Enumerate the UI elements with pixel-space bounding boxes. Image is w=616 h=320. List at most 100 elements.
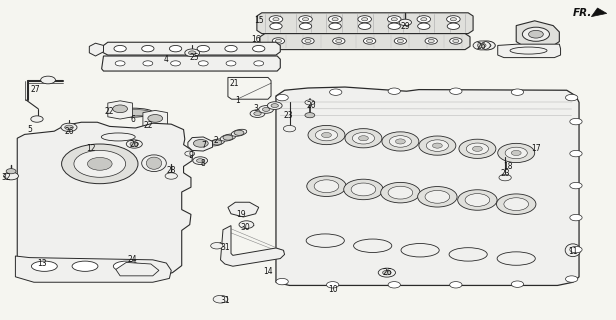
Circle shape: [328, 16, 342, 23]
Text: 18: 18: [503, 162, 513, 171]
Circle shape: [314, 180, 339, 193]
Circle shape: [272, 38, 285, 44]
Circle shape: [234, 130, 244, 135]
Circle shape: [362, 18, 368, 21]
Text: 5: 5: [27, 125, 32, 134]
Text: 26: 26: [382, 268, 392, 277]
Circle shape: [115, 61, 125, 66]
Ellipse shape: [401, 244, 439, 257]
Circle shape: [4, 172, 18, 180]
Ellipse shape: [114, 109, 151, 116]
Text: 22: 22: [105, 108, 115, 116]
Circle shape: [165, 173, 177, 179]
Ellipse shape: [449, 248, 487, 261]
Circle shape: [329, 23, 341, 29]
Ellipse shape: [142, 155, 166, 172]
Circle shape: [418, 187, 457, 207]
Circle shape: [254, 112, 261, 116]
Circle shape: [473, 41, 490, 50]
Text: 21: 21: [229, 79, 239, 88]
Circle shape: [565, 94, 578, 101]
Text: 23: 23: [283, 111, 293, 120]
Circle shape: [212, 140, 222, 145]
Polygon shape: [102, 56, 280, 71]
Polygon shape: [188, 137, 213, 151]
Polygon shape: [15, 256, 171, 282]
Circle shape: [114, 45, 126, 52]
Text: 6: 6: [130, 116, 135, 124]
Circle shape: [193, 140, 208, 147]
Circle shape: [522, 27, 549, 41]
Text: 20: 20: [306, 101, 316, 110]
Polygon shape: [516, 21, 559, 45]
Circle shape: [225, 45, 237, 52]
Circle shape: [419, 136, 456, 155]
Text: 30: 30: [240, 223, 250, 232]
Polygon shape: [221, 226, 285, 266]
Circle shape: [388, 282, 400, 288]
Circle shape: [388, 23, 400, 29]
Circle shape: [65, 125, 73, 130]
Text: 9: 9: [188, 151, 193, 160]
Circle shape: [126, 140, 142, 148]
Circle shape: [254, 61, 264, 66]
Circle shape: [283, 125, 296, 132]
Text: 27: 27: [31, 85, 41, 94]
Circle shape: [570, 118, 582, 125]
Circle shape: [477, 43, 486, 48]
Circle shape: [382, 132, 419, 151]
Circle shape: [226, 61, 236, 66]
Circle shape: [307, 176, 346, 196]
Text: FR.: FR.: [572, 8, 592, 18]
Ellipse shape: [111, 108, 153, 117]
Circle shape: [143, 61, 153, 66]
Circle shape: [41, 76, 55, 84]
Circle shape: [271, 104, 278, 108]
Polygon shape: [17, 122, 192, 278]
Circle shape: [130, 142, 139, 146]
Circle shape: [450, 38, 462, 44]
Circle shape: [466, 143, 488, 155]
Circle shape: [198, 61, 208, 66]
Circle shape: [305, 113, 315, 118]
Circle shape: [211, 243, 223, 249]
Text: 2: 2: [213, 136, 218, 145]
Circle shape: [570, 150, 582, 157]
Text: 17: 17: [531, 144, 541, 153]
Circle shape: [417, 16, 431, 23]
Circle shape: [250, 110, 265, 117]
Circle shape: [511, 281, 524, 287]
Circle shape: [387, 16, 401, 23]
Circle shape: [496, 194, 536, 214]
Circle shape: [529, 30, 543, 38]
Circle shape: [359, 136, 368, 141]
Text: 16: 16: [251, 36, 261, 44]
Circle shape: [511, 150, 521, 156]
Circle shape: [447, 23, 460, 29]
Circle shape: [299, 23, 312, 29]
Circle shape: [326, 282, 339, 288]
Text: 7: 7: [201, 141, 206, 150]
Circle shape: [450, 282, 462, 288]
Circle shape: [378, 268, 395, 277]
Text: 28: 28: [166, 166, 176, 175]
Circle shape: [262, 108, 270, 111]
Polygon shape: [143, 110, 168, 129]
Circle shape: [482, 43, 491, 48]
Text: 24: 24: [128, 255, 137, 264]
Circle shape: [428, 39, 434, 43]
Circle shape: [421, 18, 427, 21]
Ellipse shape: [72, 261, 98, 271]
Circle shape: [478, 41, 495, 50]
Circle shape: [113, 105, 128, 113]
Circle shape: [333, 38, 345, 44]
Circle shape: [391, 18, 397, 21]
Circle shape: [389, 136, 411, 147]
Circle shape: [367, 39, 373, 43]
Text: 31: 31: [220, 296, 230, 305]
Text: 1: 1: [235, 96, 240, 105]
Ellipse shape: [220, 134, 236, 141]
Circle shape: [213, 295, 228, 303]
Text: 10: 10: [328, 285, 338, 294]
Text: 3: 3: [253, 104, 258, 113]
